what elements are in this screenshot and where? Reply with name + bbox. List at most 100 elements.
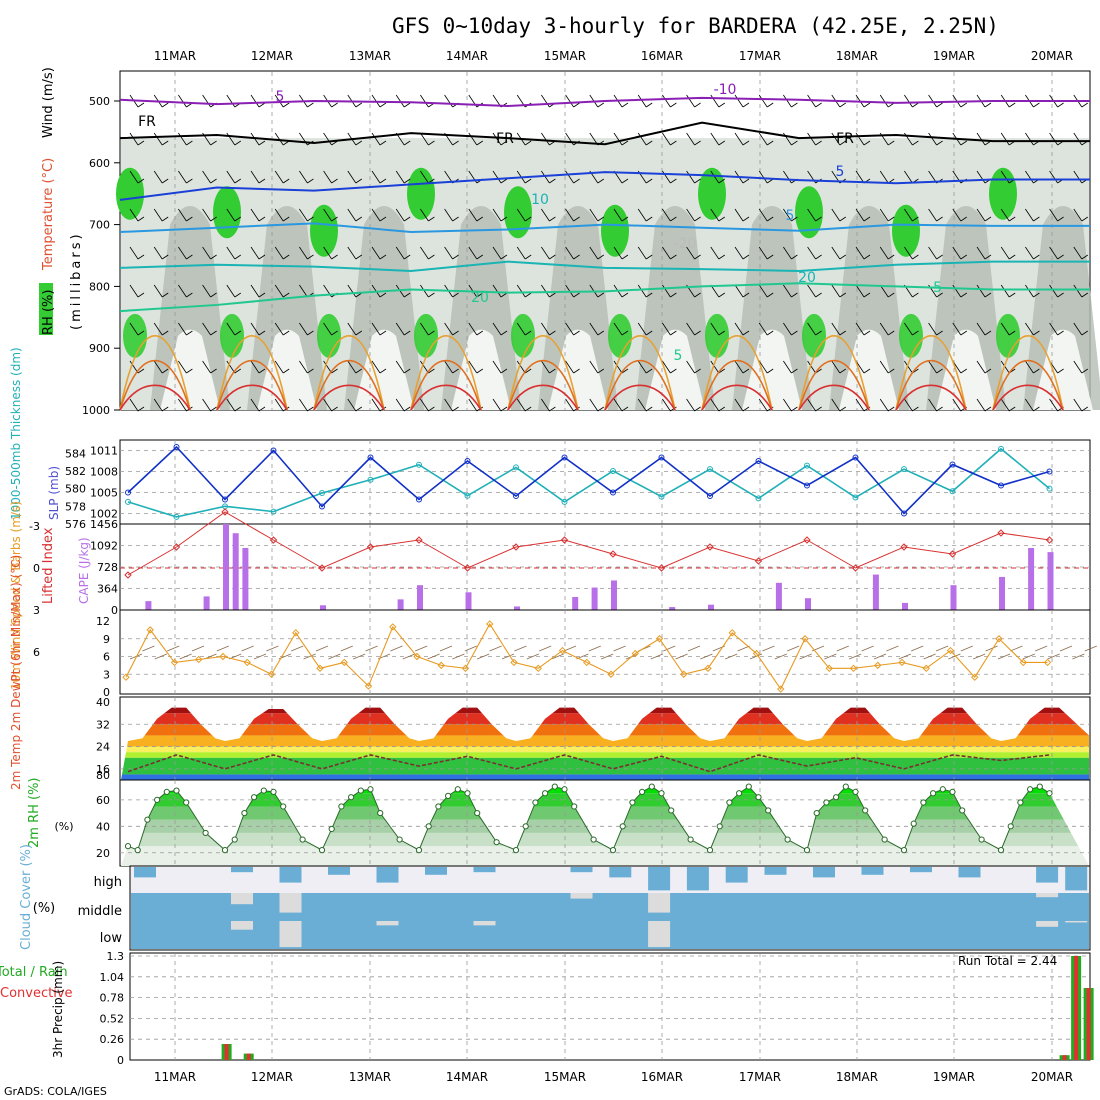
surface-isotherm [507, 359, 579, 411]
wind10m-panel: 0 3 6 9 12 [96, 609, 1097, 699]
wind-barb-10m [911, 645, 924, 652]
rh-point [978, 836, 985, 843]
wind-barb-10m [923, 653, 936, 660]
wind-barb [710, 94, 720, 108]
cape-bar [242, 547, 249, 610]
wind-barb [613, 246, 623, 260]
wind-barb [565, 360, 574, 374]
rh-green-cell [116, 167, 144, 220]
wind-barb-flag [282, 216, 290, 222]
SLP-point [658, 454, 665, 461]
wind-barb-10m [563, 645, 577, 652]
wind-barb-flag [936, 254, 943, 260]
wind-barb-flag [670, 140, 677, 146]
rh-point [939, 786, 946, 793]
wind-barb [178, 246, 187, 260]
wind-barb-flag [549, 216, 556, 222]
wind-barb [855, 170, 865, 184]
wind-barb-flag [936, 102, 943, 108]
wind-barb-flag [1033, 406, 1040, 412]
wind-barb-10m [886, 645, 899, 652]
SLP-point [998, 482, 1004, 489]
lifted-index-point [463, 564, 472, 572]
cloud-high-bar [570, 867, 593, 873]
ylabel-cape: CAPE (J/kg) [77, 537, 91, 604]
cloud-unit: (%) [33, 901, 56, 916]
wind-barb [637, 246, 647, 260]
wind-barb [976, 322, 986, 336]
wind-barb-flag [186, 140, 193, 146]
rh-point [396, 836, 403, 843]
wind-barb [178, 360, 187, 374]
wind-barb [1049, 132, 1058, 146]
cape-bar [708, 604, 714, 610]
wind-barb-flag [307, 178, 314, 184]
wind-speed-point [583, 658, 591, 667]
wind-barb-flag [379, 140, 387, 146]
temp-tick: 32 [96, 718, 110, 731]
wind-barb-flag [791, 406, 798, 412]
wind-barb-flag [258, 216, 266, 222]
wind-barb-flag [791, 368, 798, 374]
rh-point [464, 790, 471, 797]
wind-barb-flag [137, 102, 145, 108]
wind-barb-flag [379, 102, 387, 108]
wind-barb [347, 246, 357, 260]
cloud-middle-gap [279, 893, 302, 913]
temp-band [121, 735, 1089, 747]
wind-barb-flag [670, 330, 677, 336]
wind-barb-flag [645, 178, 653, 184]
lifted-index-point [997, 529, 1005, 537]
wind-barb-flag [500, 178, 508, 184]
wind-barb-flag [210, 368, 217, 374]
cloud-high-bar [473, 867, 496, 873]
y-tick-label: 800 [89, 280, 110, 293]
rh-point [1007, 823, 1014, 830]
SLP-point [901, 510, 907, 517]
wind-barb [976, 398, 986, 412]
wind-barb [274, 284, 284, 298]
rh-point [231, 836, 238, 843]
wind-barb [686, 132, 695, 146]
wind-barb-flag [137, 368, 145, 374]
cloud-high-bar [1036, 867, 1059, 883]
thickness-point [513, 464, 519, 471]
wind-barb [226, 398, 236, 412]
wind-barb-flag [355, 216, 363, 222]
rh-point [241, 809, 248, 817]
wind-barb-flag [912, 254, 919, 260]
wind-speed-point [946, 646, 955, 655]
wind-barb-flag [1057, 216, 1064, 222]
wind-barb-10m [1047, 653, 1060, 660]
wind-barb [202, 284, 211, 298]
surface-isotherm [216, 359, 288, 411]
lifted-index-point [560, 536, 569, 544]
lifted-index-point [269, 536, 278, 544]
lifted-index-point [900, 543, 908, 551]
wind-barb-flag [1033, 368, 1040, 374]
wind-barb-flag [210, 216, 217, 222]
wind-barb [855, 132, 865, 146]
contour-label: -10 [714, 82, 737, 98]
chart-title: GFS 0~10day 3-hourly for BARDERA (42.25E… [392, 14, 999, 38]
wind-barb-10m [613, 645, 626, 652]
wind-barb [516, 208, 526, 222]
wind-barb-flag [815, 406, 822, 412]
thickness-point [804, 462, 810, 469]
rh-gray-area [635, 206, 715, 410]
rh-dry-core [160, 329, 220, 410]
wind-barb-flag [234, 368, 242, 374]
rh-point [726, 799, 733, 806]
lifted-index-point [318, 564, 326, 572]
precip-frame [129, 952, 1091, 1061]
thickness-tick: 580 [65, 483, 86, 496]
wind-barb-flag [670, 216, 677, 222]
wind-barb-flag [500, 292, 508, 298]
wind-speed-point [510, 658, 518, 667]
wind-speed-point [849, 664, 858, 673]
wind-barb [904, 94, 913, 108]
ylabel-temp2m: 2m Temp 2m DewPt (6hr Min/Max) (°C) [9, 555, 23, 790]
cape-bar [775, 582, 782, 610]
wind-barb [662, 284, 671, 298]
wind-barb-flag [766, 140, 774, 146]
